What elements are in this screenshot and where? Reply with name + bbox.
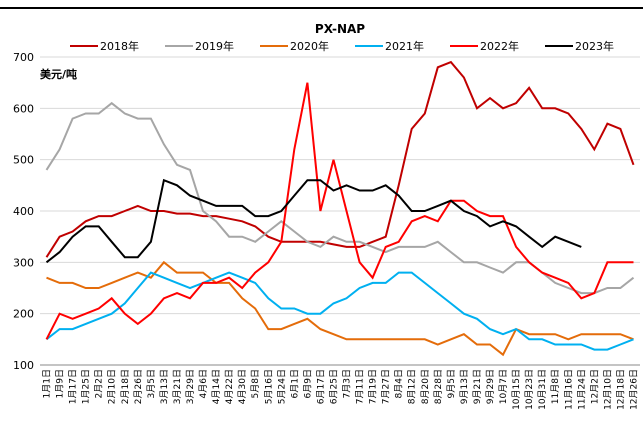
x-tick-label: 8月20日 xyxy=(420,369,431,404)
x-tick-label: 3月5日 xyxy=(146,369,157,398)
series-line xyxy=(45,178,582,264)
x-tick-label: 1月17日 xyxy=(68,369,79,404)
x-tick-label: 1月9日 xyxy=(55,369,66,398)
x-tick-label: 9月29日 xyxy=(485,369,496,404)
x-tick-label: 8月12日 xyxy=(407,369,418,404)
series-line xyxy=(45,82,634,340)
x-tick-label: 12月18日 xyxy=(615,369,626,410)
x-tick-label: 10月31日 xyxy=(537,369,548,410)
y-tick-label: 200 xyxy=(13,308,34,321)
x-tick-label: 5月8日 xyxy=(250,369,261,398)
x-tick-label: 12月10日 xyxy=(602,369,613,410)
series-line xyxy=(45,271,634,351)
x-tick-label: 10月7日 xyxy=(498,369,509,404)
x-tick-label: 5月24日 xyxy=(276,369,287,404)
x-tick-label: 4月14日 xyxy=(211,369,222,404)
x-tick-label: 6月9日 xyxy=(302,369,313,398)
x-tick-label: 2月10日 xyxy=(107,369,118,404)
x-tick-label: 5月16日 xyxy=(263,369,274,404)
x-tick-label: 12月26日 xyxy=(628,369,639,410)
y-tick-label: 400 xyxy=(13,205,34,218)
x-tick-label: 9月5日 xyxy=(446,369,457,398)
legend-label: 2023年 xyxy=(575,39,614,53)
x-tick-label: 11月16日 xyxy=(563,369,574,410)
x-tick-label: 12月2日 xyxy=(589,369,600,404)
y-tick-label: 700 xyxy=(13,51,34,64)
x-tick-label: 9月13日 xyxy=(459,369,470,404)
series-line xyxy=(46,260,634,357)
x-tick-label: 9月21日 xyxy=(472,369,483,404)
x-tick-label: 2月18日 xyxy=(120,369,131,404)
y-tick-label: 500 xyxy=(13,154,34,167)
y-tick-label: 100 xyxy=(13,359,34,372)
x-tick-label: 7月3日 xyxy=(342,369,353,398)
x-tick-label: 6月25日 xyxy=(328,369,339,404)
x-tick-label: 2月26日 xyxy=(133,369,144,404)
x-tick-label: 7月27日 xyxy=(381,369,392,404)
legend-label: 2019年 xyxy=(195,39,234,53)
x-tick-label: 3月29日 xyxy=(185,369,196,404)
y-tick-label: 300 xyxy=(13,256,34,269)
x-tick-label: 4月30日 xyxy=(237,369,248,404)
legend-label: 2020年 xyxy=(290,39,329,53)
x-tick-label: 1月25日 xyxy=(81,369,92,404)
y-tick-label: 600 xyxy=(13,102,34,115)
x-tick-label: 1月1日 xyxy=(42,369,53,398)
x-tick-label: 2月2日 xyxy=(94,369,105,398)
x-tick-label: 4月6日 xyxy=(198,369,209,398)
x-tick-label: 8月4日 xyxy=(394,369,405,398)
x-tick-label: 6月17日 xyxy=(315,369,326,404)
legend-label: 2022年 xyxy=(480,39,519,53)
x-tick-label: 7月19日 xyxy=(368,369,379,404)
x-tick-label: 4月22日 xyxy=(224,369,235,404)
y-label: 美元/吨 xyxy=(40,67,77,81)
legend-label: 2021年 xyxy=(385,39,424,53)
chart-title: PX-NAP xyxy=(315,22,365,36)
x-tick-label: 7月11日 xyxy=(355,369,366,404)
series-line xyxy=(45,60,635,258)
x-tick-label: 11月24日 xyxy=(576,369,587,410)
x-tick-label: 3月13日 xyxy=(159,369,170,404)
x-tick-label: 10月15日 xyxy=(511,369,522,410)
x-tick-label: 10月23日 xyxy=(524,369,535,410)
x-tick-label: 8月28日 xyxy=(433,369,444,404)
x-tick-label: 11月8日 xyxy=(550,369,561,404)
series-line xyxy=(45,101,635,295)
legend-label: 2018年 xyxy=(100,39,139,53)
x-tick-label: 3月21日 xyxy=(172,369,183,404)
x-tick-label: 6月1日 xyxy=(289,369,300,398)
